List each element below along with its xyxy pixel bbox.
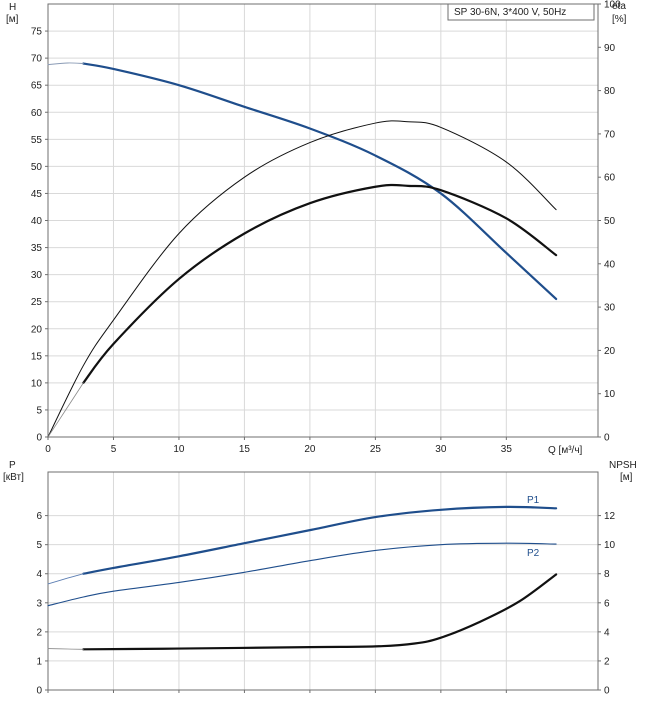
- top-y-left-tick-label: 65: [31, 81, 43, 92]
- top-y-left-tick-label: 10: [31, 378, 43, 389]
- bot-y-left-tick-label: 6: [36, 511, 42, 522]
- power-npsh-plot-frame: [47, 471, 599, 691]
- x-tick-label: 35: [501, 444, 513, 455]
- x-tick-label: 15: [239, 444, 251, 455]
- top-y-right-tick-label: 50: [604, 216, 616, 227]
- top-y-left-tick-label: 0: [36, 433, 42, 444]
- top-y-right-tick-label: 40: [604, 259, 616, 270]
- legend-box-frame: [447, 3, 595, 21]
- bot-y-right-tick-label: 6: [604, 598, 610, 609]
- top-y-left-tick-label: 60: [31, 108, 43, 119]
- top-y-right-tick-label: 100: [604, 0, 621, 11]
- power-axis-unit: [кВт]: [3, 472, 24, 483]
- top-series-line-2: [47, 120, 557, 438]
- top-series-line-0: [82, 62, 558, 301]
- head-efficiency-grid: [48, 4, 598, 437]
- x-tick-label: 5: [111, 444, 117, 455]
- series-label-p2: P2: [527, 548, 540, 559]
- top-y-left-tick-label: 40: [31, 216, 43, 227]
- bot-y-left-tick-label: 2: [36, 627, 42, 638]
- head-efficiency-panel: 0510152025303540455055606570750102030405…: [6, 0, 627, 456]
- eta-axis-title: eta: [612, 1, 626, 12]
- top-y-left-tick-label: 70: [31, 54, 43, 65]
- x-tick-label: 10: [173, 444, 185, 455]
- bot-series-line-1: [47, 573, 84, 585]
- top-y-left-tick-label: 25: [31, 297, 43, 308]
- x-tick-label: 30: [435, 444, 447, 455]
- top-y-right-tick-label: 70: [604, 129, 616, 140]
- head-efficiency-ticks: 0510152025303540455055606570750102030405…: [31, 0, 621, 455]
- x-tick-label: 20: [304, 444, 316, 455]
- top-series-line-1: [47, 62, 84, 66]
- top-y-right-tick-label: 20: [604, 346, 616, 357]
- top-series-line-3: [82, 183, 558, 384]
- bot-series-line-4: [47, 648, 84, 650]
- series-label-p1: P1: [527, 495, 540, 506]
- legend-box-label: SP 30-6N, 3*400 V, 50Hz: [454, 7, 566, 18]
- power-npsh-series: [47, 505, 558, 651]
- head-axis-unit: [м]: [6, 14, 19, 25]
- bot-y-right-tick-label: 8: [604, 569, 610, 580]
- top-y-right-tick-label: 60: [604, 173, 616, 184]
- power-npsh-grid: [48, 472, 598, 690]
- x-tick-label: 0: [45, 444, 51, 455]
- top-y-right-tick-label: 30: [604, 303, 616, 314]
- bot-series-line-3: [82, 573, 558, 651]
- eta-axis-unit: [%]: [612, 14, 627, 25]
- top-y-left-tick-label: 30: [31, 270, 43, 281]
- head-axis-title: H: [9, 2, 16, 13]
- bot-y-left-tick-label: 5: [36, 540, 42, 551]
- bot-series-line-2: [47, 542, 557, 607]
- top-y-left-tick-label: 15: [31, 351, 43, 362]
- npsh-axis-unit: [м]: [620, 472, 633, 483]
- top-y-right-tick-label: 90: [604, 43, 616, 54]
- top-y-right-tick-label: 80: [604, 86, 616, 97]
- bot-y-right-tick-label: 12: [604, 511, 616, 522]
- top-y-left-tick-label: 75: [31, 27, 43, 38]
- top-y-left-tick-label: 45: [31, 189, 43, 200]
- head-efficiency-series: [47, 62, 558, 438]
- top-y-right-tick-label: 0: [604, 433, 610, 444]
- flow-axis-title: Q [м³/ч]: [548, 445, 583, 456]
- top-y-left-tick-label: 50: [31, 162, 43, 173]
- top-y-left-tick-label: 20: [31, 324, 43, 335]
- bot-series-line-0: [82, 505, 558, 575]
- top-y-left-tick-label: 35: [31, 243, 43, 254]
- bot-y-right-tick-label: 4: [604, 627, 610, 638]
- bot-y-right-tick-label: 0: [604, 686, 610, 697]
- bot-y-left-tick-label: 1: [36, 656, 42, 667]
- bot-y-right-tick-label: 2: [604, 656, 610, 667]
- npsh-axis-title: NPSH: [609, 460, 637, 471]
- top-y-left-tick-label: 55: [31, 135, 43, 146]
- bot-y-left-tick-label: 0: [36, 686, 42, 697]
- bot-y-left-tick-label: 4: [36, 569, 42, 580]
- top-series-line-4: [47, 382, 84, 438]
- bot-y-left-tick-label: 3: [36, 598, 42, 609]
- top-y-left-tick-label: 5: [36, 405, 42, 416]
- power-axis-title: P: [9, 460, 16, 471]
- x-tick-label: 25: [370, 444, 382, 455]
- bot-y-right-tick-label: 10: [604, 540, 616, 551]
- top-y-right-tick-label: 10: [604, 389, 616, 400]
